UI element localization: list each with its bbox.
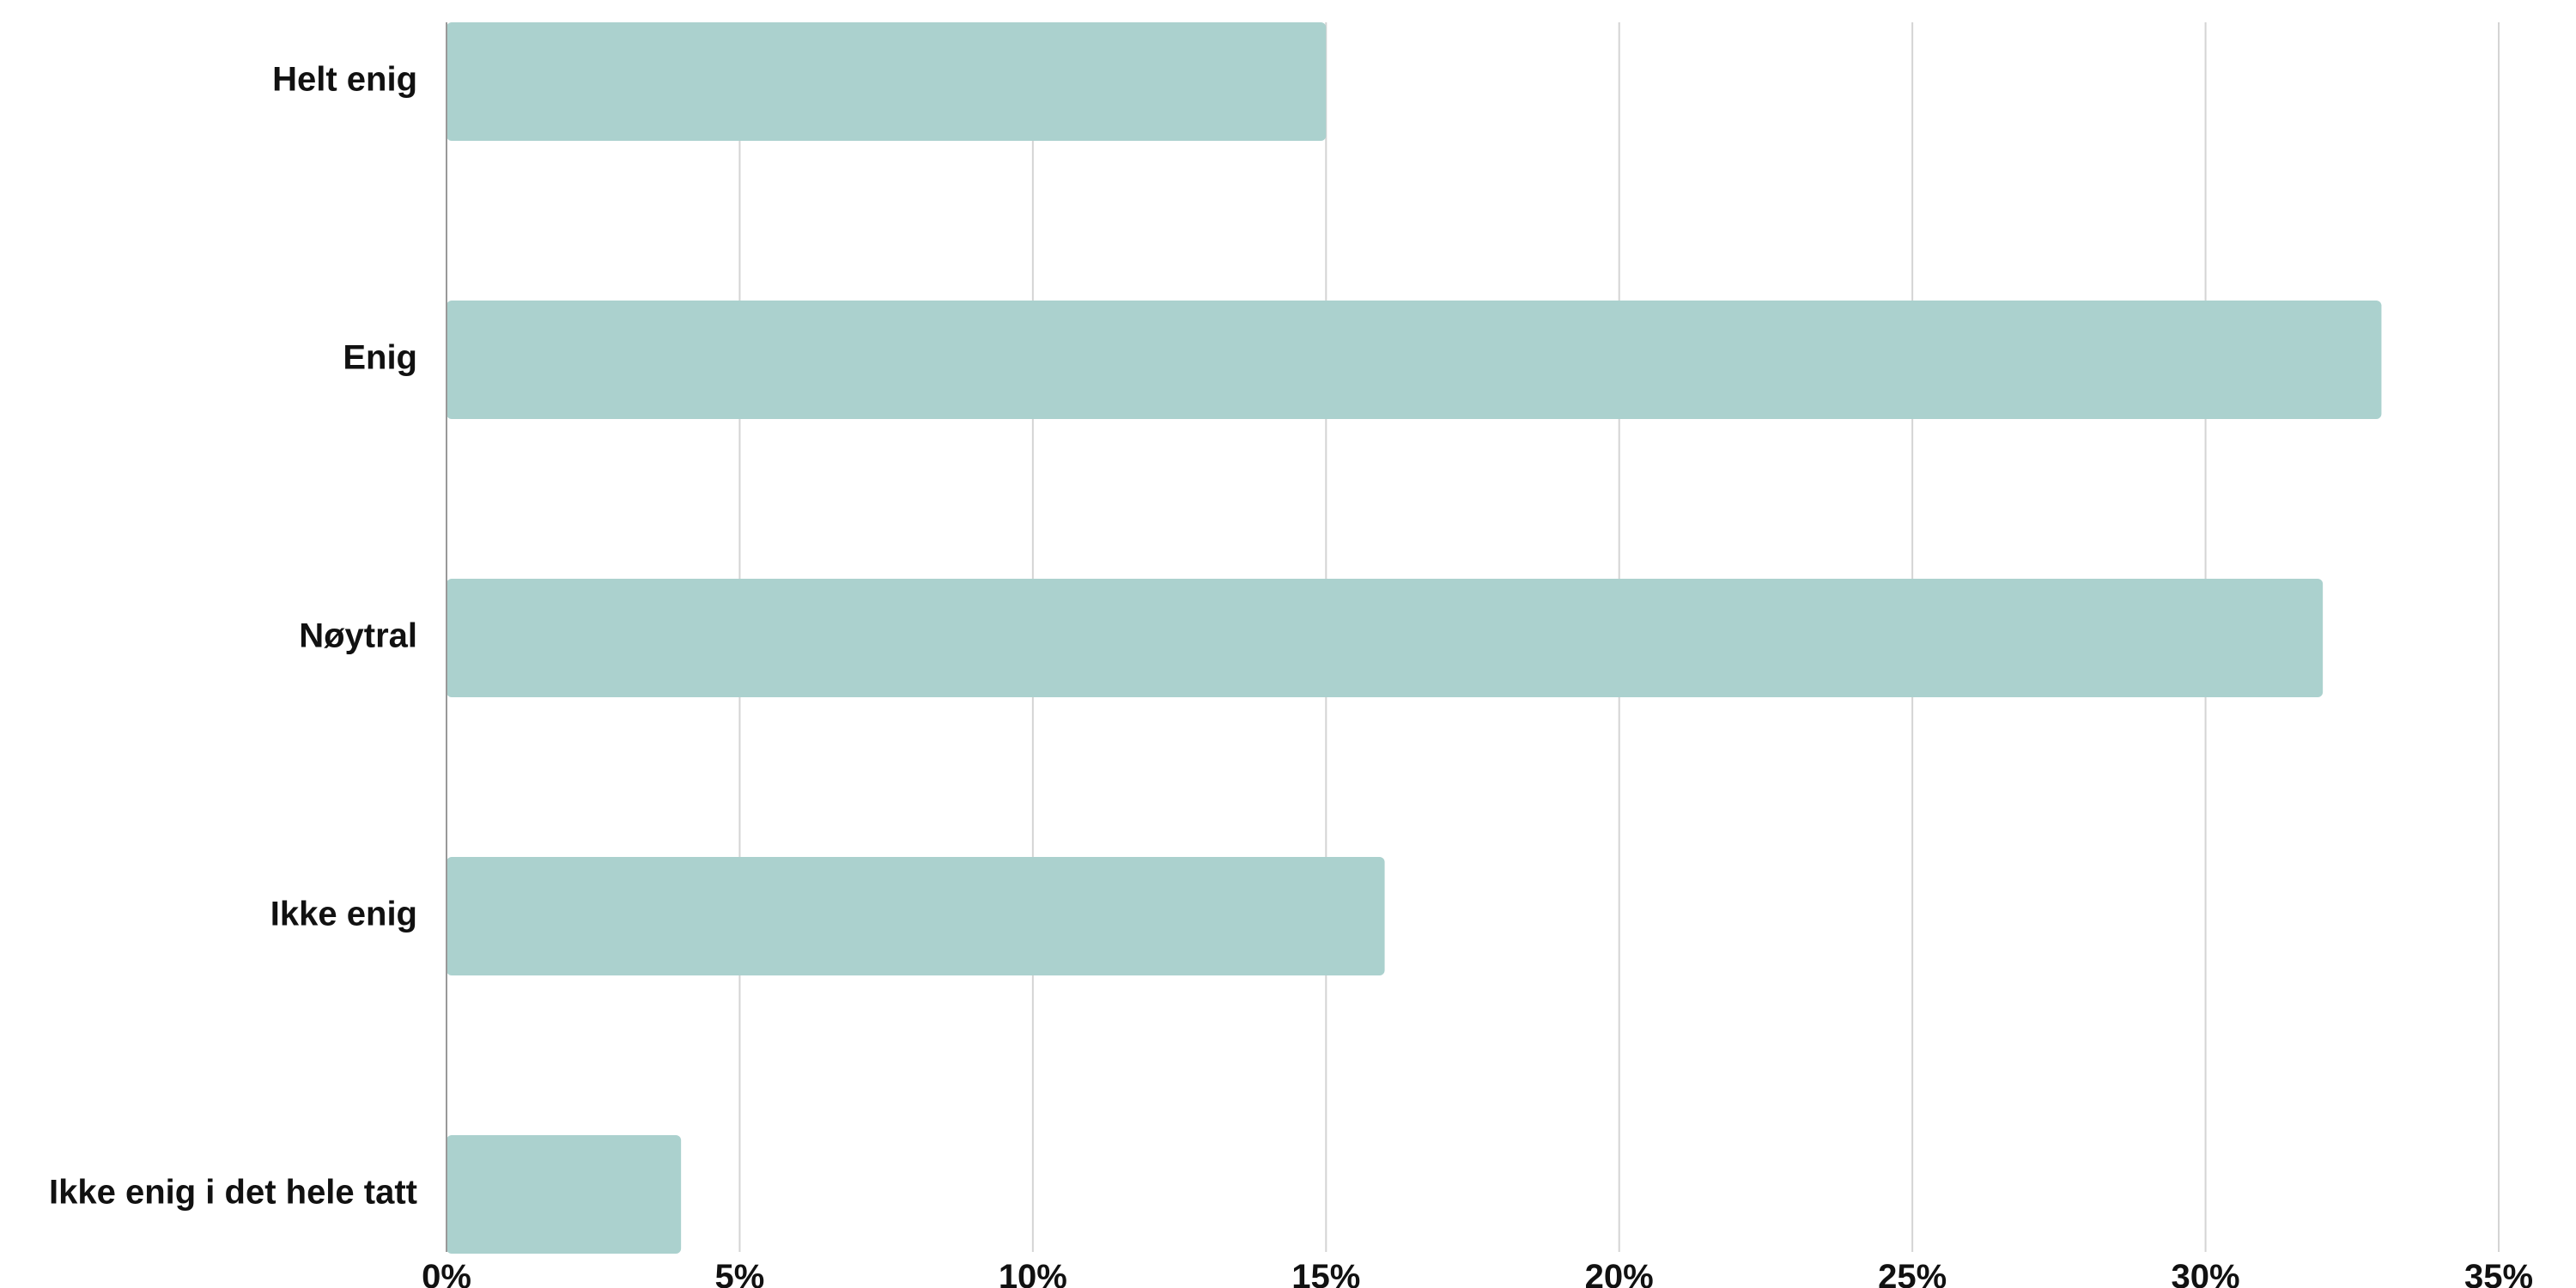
category-label: Ikke enig [270, 896, 417, 933]
category-label: Enig [343, 339, 417, 377]
category-label: Nøytral [299, 617, 417, 655]
category-labels: Helt enig Enig Nøytral Ikke enig Ikke enig i… [49, 61, 417, 1212]
x-tick-label: 15% [1291, 1258, 1360, 1288]
x-tick-label: 5% [715, 1258, 765, 1288]
bar [447, 857, 1385, 975]
bar [447, 1135, 682, 1254]
bar [447, 579, 2324, 697]
bar [447, 22, 1327, 141]
x-tick-label: 35% [2464, 1258, 2533, 1288]
x-tick-label: 25% [1878, 1258, 1947, 1288]
category-label: Ikke enig i det hele tatt [49, 1174, 417, 1212]
bars [447, 22, 2382, 1254]
x-tick-label: 0% [422, 1258, 471, 1288]
x-tick-label: 10% [999, 1258, 1067, 1288]
bar [447, 301, 2382, 419]
category-label: Helt enig [272, 61, 417, 99]
x-tick-label: 30% [2172, 1258, 2240, 1288]
x-tick-label: 20% [1585, 1258, 1654, 1288]
x-tick-labels: 0% 5% 10% 15% 20% 25% 30% 35% [422, 1258, 2533, 1288]
